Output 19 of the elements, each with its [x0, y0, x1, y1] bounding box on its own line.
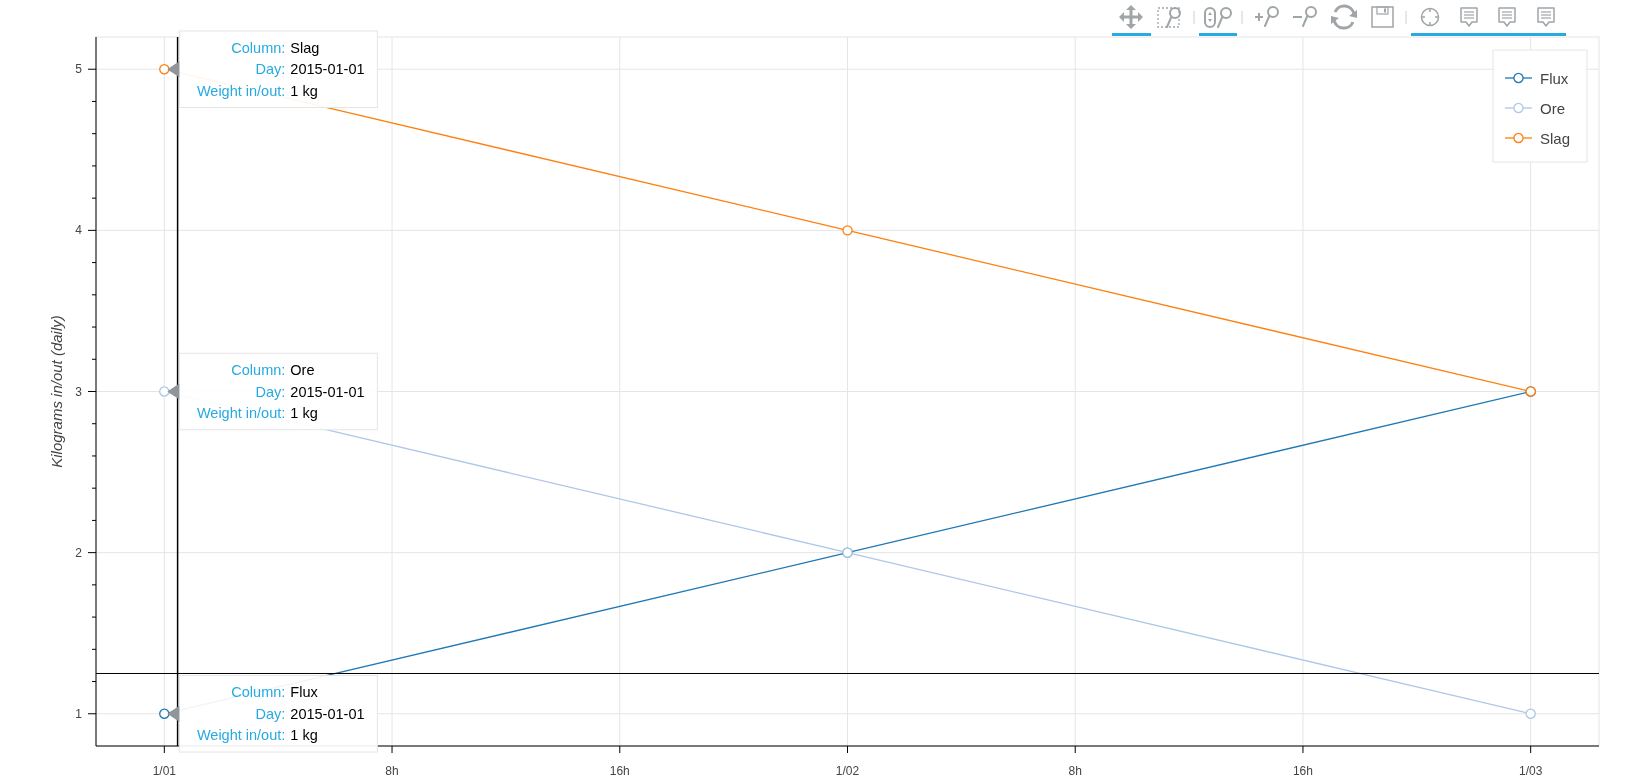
x-tick-label: 8h: [1068, 764, 1082, 778]
annotation: Column: Flux Day: 2015-01-01 Weight in/out: 1 kg: [192, 684, 365, 744]
x-tick-label: 16h: [1292, 764, 1313, 778]
x-tick-label: 8h: [385, 764, 399, 778]
y-tick-label: 2: [75, 545, 83, 560]
legend-label: Slag: [1540, 129, 1571, 147]
x-tick-label: 16h: [609, 764, 630, 778]
x-tick-label: 1/02: [835, 764, 860, 778]
annotation: Column: Slag Day: 2015-01-01 Weight in/out: 1 kg: [192, 39, 365, 99]
legend-label: Flux: [1540, 69, 1569, 87]
legend-label: Ore: [1540, 99, 1566, 117]
annotation: Column: Ore Day: 2015-01-01 Weight in/out: 1 kg: [192, 362, 365, 421]
x-tick-label: 1/01: [152, 764, 177, 778]
x-tick-label: 1/03: [1519, 764, 1543, 778]
y-tick-label: 4: [75, 223, 83, 238]
y-tick-label: 3: [75, 384, 83, 399]
y-axis-title: Kilograms in/out (daily): [48, 315, 65, 468]
y-tick-label: 5: [75, 62, 83, 77]
y-tick-label: 1: [75, 706, 83, 721]
